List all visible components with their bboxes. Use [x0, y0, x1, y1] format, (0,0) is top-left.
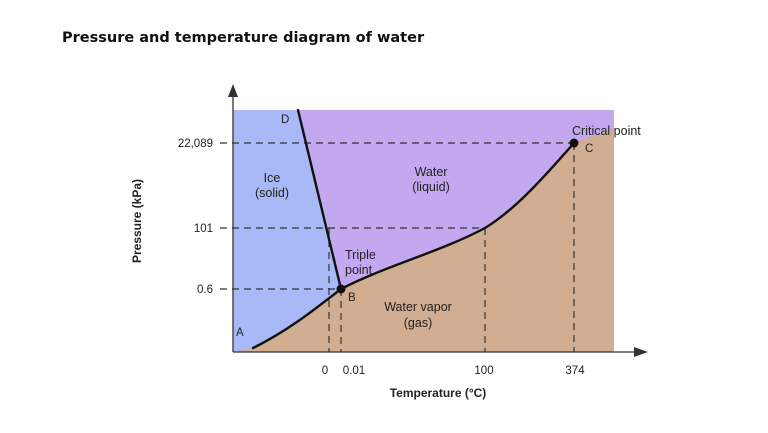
point-c-letter: C — [585, 143, 593, 155]
point-labels: Triple point B Critical point C A D — [236, 114, 641, 339]
solid-region-label: (solid) — [255, 186, 289, 200]
y-tick-labels: 22,089 101 0.6 — [178, 138, 213, 296]
solid-region — [233, 110, 341, 352]
critical-point-label: Critical point — [572, 124, 641, 138]
gas-region-label: (gas) — [404, 316, 432, 330]
x-axis-arrow-icon — [634, 347, 648, 357]
page-title: Pressure and temperature diagram of wate… — [62, 30, 425, 46]
x-tick-label: 100 — [474, 365, 493, 377]
region-labels: Ice (solid) Water (liquid) Water vapor (… — [255, 165, 452, 330]
liquid-region-label: Water — [415, 165, 448, 179]
solid-region-label: Ice — [264, 171, 281, 185]
point-a-letter: A — [236, 327, 244, 339]
x-tick-label: 0.01 — [343, 365, 365, 377]
melting-curve — [296, 108, 343, 291]
point-b-letter: B — [348, 292, 356, 304]
axes — [228, 84, 648, 357]
x-tick-label: 374 — [565, 365, 585, 377]
y-tick-label: 22,089 — [178, 138, 213, 150]
point-markers — [336, 138, 579, 294]
x-axis-title: Temperature (°C) — [390, 386, 487, 400]
vaporization-curve — [339, 141, 576, 291]
x-tick-labels: 0 0.01 100 374 — [322, 365, 585, 377]
liquid-region — [298, 110, 614, 289]
reference-guides — [220, 142, 575, 352]
critical-point-marker — [569, 138, 579, 148]
sublimation-curve — [251, 287, 343, 350]
x-tick-label: 0 — [322, 365, 328, 377]
y-tick-label: 0.6 — [197, 284, 213, 296]
phase-regions — [233, 110, 614, 352]
liquid-region-label: (liquid) — [412, 180, 450, 194]
triple-point-label: point — [345, 263, 373, 277]
y-axis-title: Pressure (kPa) — [130, 179, 144, 263]
phase-curves — [251, 108, 576, 350]
y-axis-arrow-icon — [228, 84, 238, 97]
triple-point-marker — [336, 284, 346, 294]
gas-region-label: Water vapor — [384, 300, 452, 314]
point-d-letter: D — [281, 114, 289, 126]
triple-point-label: Triple — [345, 248, 376, 262]
y-tick-label: 101 — [194, 223, 213, 235]
